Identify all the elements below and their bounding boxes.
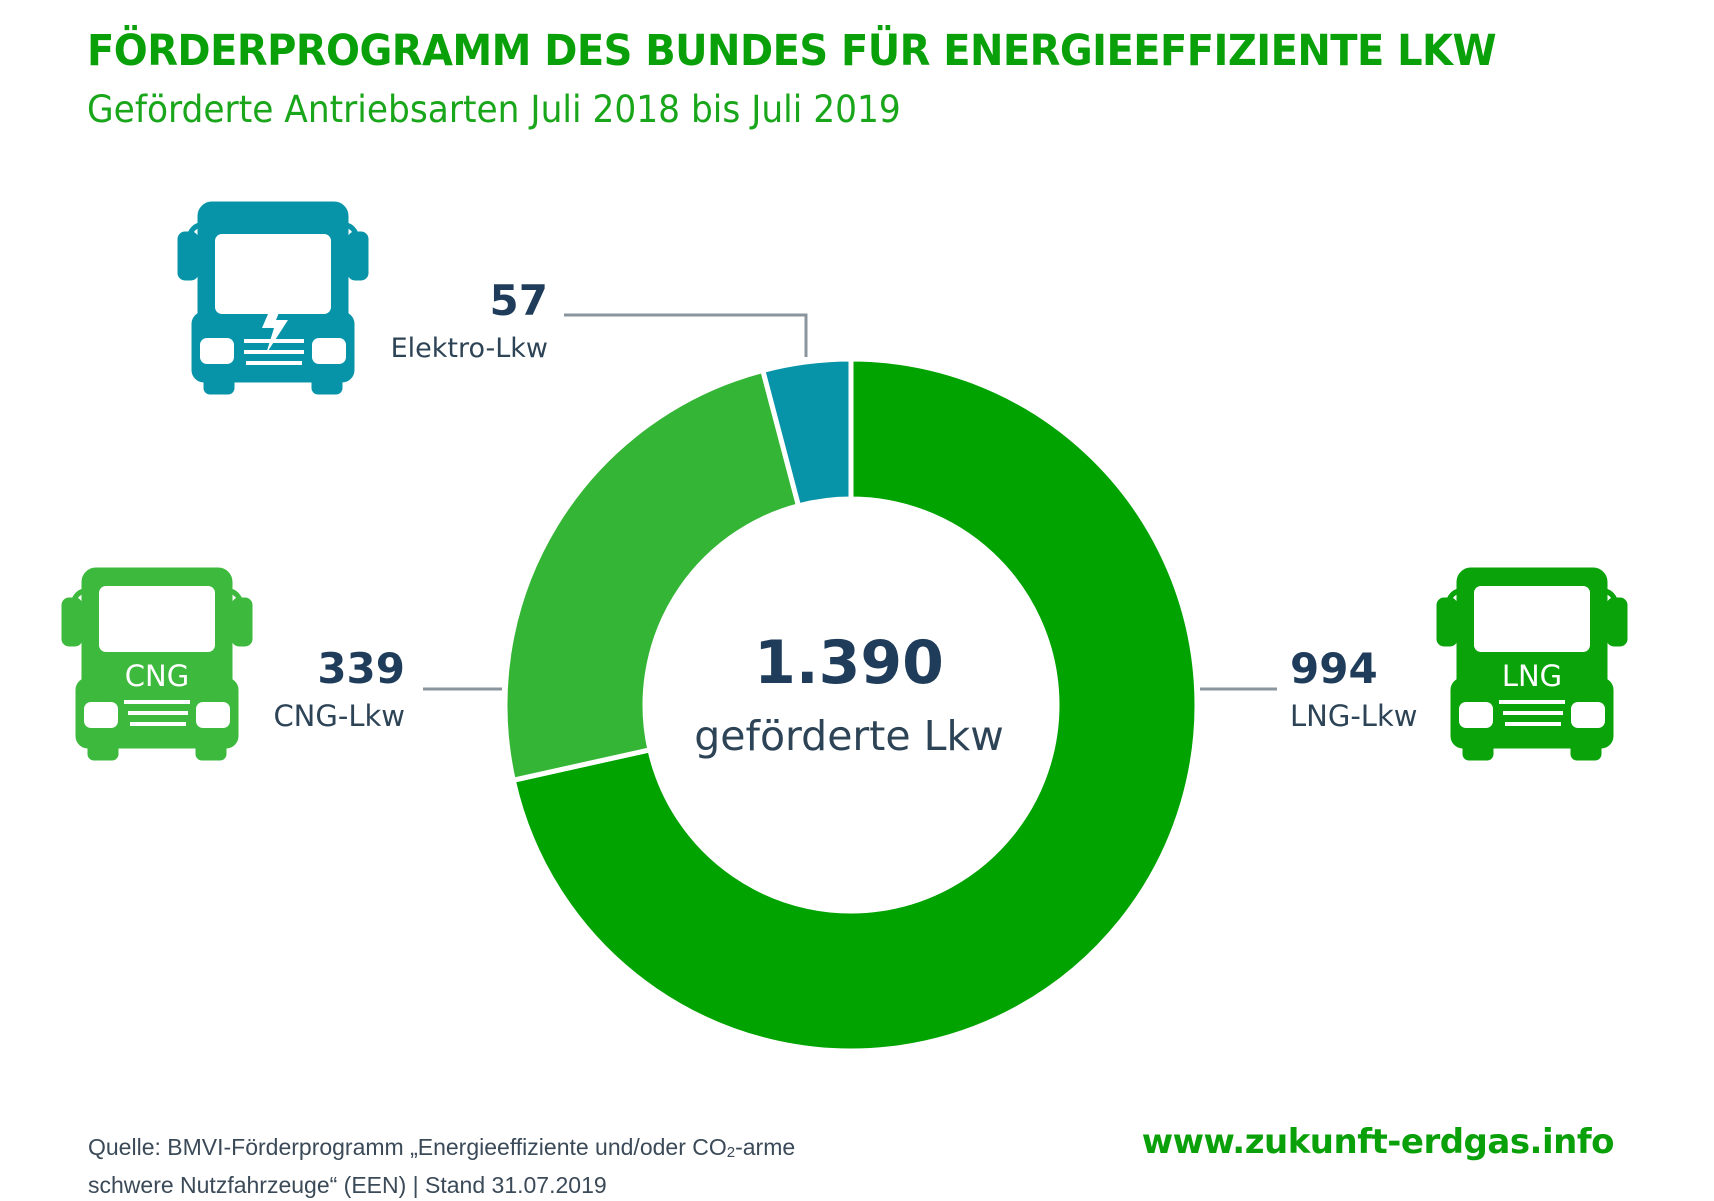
website-link[interactable]: www.zukunft-erdgas.info [1141,1122,1615,1162]
source-line1-suffix: -arme [735,1134,796,1160]
value-label-elektro: 57 [490,276,548,325]
cng-truck-icon: CNG [62,568,252,760]
category-label-cng: CNG-Lkw [273,699,405,733]
page-title: FÖRDERPROGRAMM DES BUNDES FÜR ENERGIEEFF… [87,26,1497,76]
lng-truck-icon: LNG [1437,568,1627,760]
source-note: Quelle: BMVI-Förderprogramm „Energieeffi… [88,1131,888,1201]
center-total-value: 1.390 [754,628,944,698]
category-label-elektro: Elektro-Lkw [391,333,548,364]
donut-slice-elektro-lkw [759,356,854,509]
source-subscript: 2 [726,1144,736,1161]
leader-line-elektro [564,313,808,357]
source-line2: schwere Nutzfahrzeuge“ (EEN) | Stand 31.… [88,1172,607,1198]
cng-truck-text: CNG [125,659,189,693]
donut-slices [502,356,1200,1054]
lightning-bolt-icon [262,300,288,354]
lng-truck-text: LNG [1502,659,1562,693]
source-line1-prefix: Quelle: BMVI-Förderprogramm „Energieeffi… [88,1134,727,1160]
center-total-label: geförderte Lkw [694,712,1003,760]
category-label-lng: LNG-Lkw [1290,699,1417,733]
value-label-cng: 339 [317,644,405,693]
donut-slice-lng-lkw [510,356,1200,1054]
donut-slice-cng-lkw [502,367,802,784]
value-label-lng: 994 [1290,644,1378,693]
page-subtitle: Geförderte Antriebsarten Juli 2018 bis J… [87,88,901,131]
electric-truck-icon [178,202,368,394]
